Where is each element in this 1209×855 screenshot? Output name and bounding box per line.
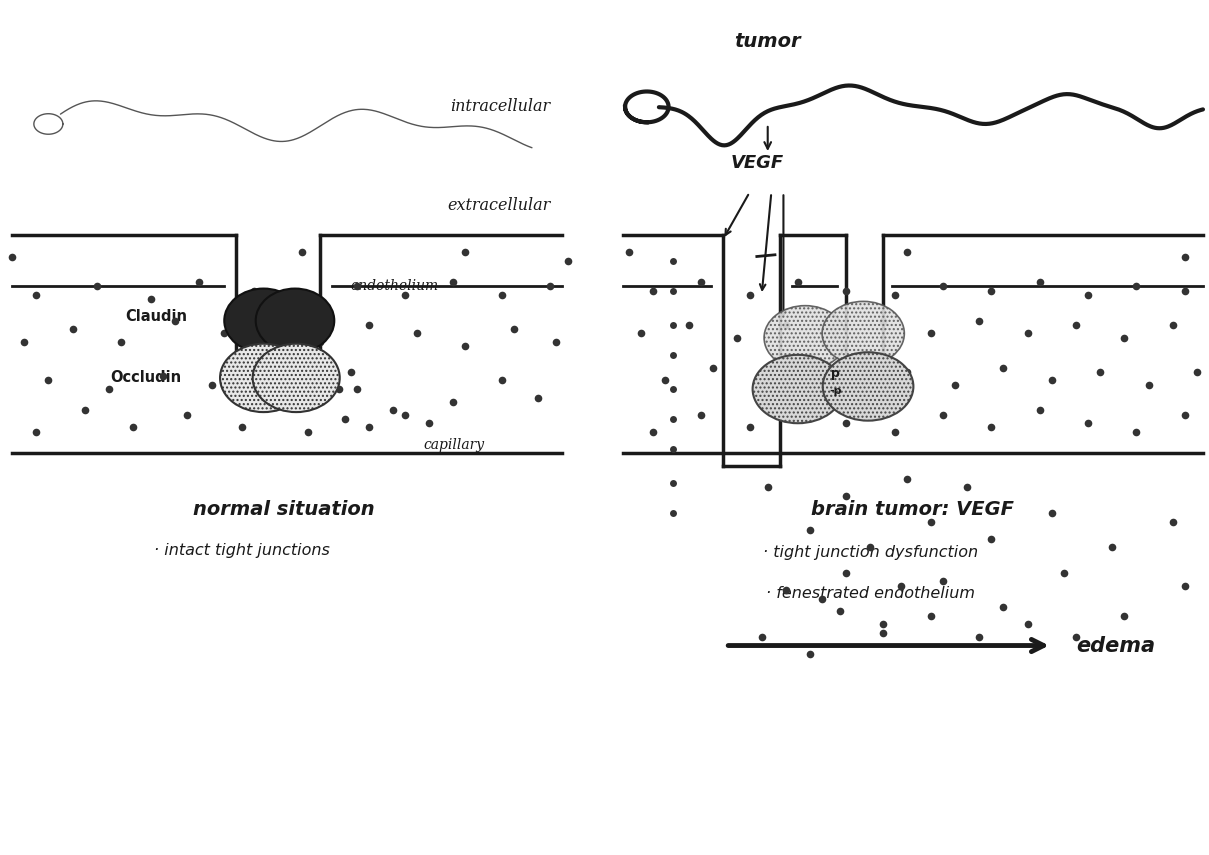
Text: edema: edema	[1076, 635, 1155, 656]
Ellipse shape	[822, 302, 904, 366]
Text: -p: -p	[829, 386, 841, 396]
Ellipse shape	[253, 344, 340, 412]
Text: VEGF: VEGF	[730, 154, 783, 172]
Ellipse shape	[255, 289, 334, 352]
Ellipse shape	[764, 306, 846, 369]
Text: · fenestrated endothelium: · fenestrated endothelium	[767, 586, 974, 601]
Text: intracellular: intracellular	[450, 98, 550, 115]
Text: Occludin: Occludin	[110, 370, 181, 386]
Text: brain tumor: VEGF: brain tumor: VEGF	[811, 500, 1014, 519]
Text: tumor: tumor	[734, 32, 802, 51]
Text: p: p	[831, 367, 840, 380]
Text: · intact tight junctions: · intact tight junctions	[154, 543, 330, 558]
Text: endothelium: endothelium	[351, 280, 439, 293]
Ellipse shape	[752, 355, 844, 423]
Ellipse shape	[220, 344, 307, 412]
Text: extracellular: extracellular	[447, 197, 550, 214]
Text: normal situation: normal situation	[193, 500, 375, 519]
Text: Claudin: Claudin	[126, 309, 187, 324]
Text: · tight junction dysfunction: · tight junction dysfunction	[763, 545, 978, 561]
Text: capillary: capillary	[423, 438, 485, 451]
Ellipse shape	[225, 289, 302, 352]
Ellipse shape	[822, 352, 914, 421]
